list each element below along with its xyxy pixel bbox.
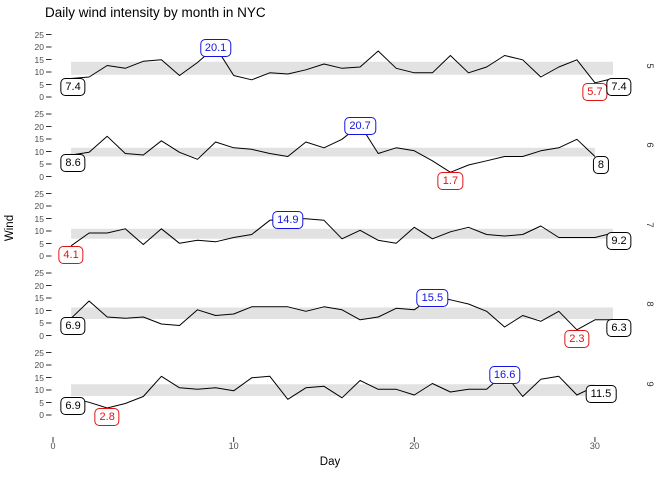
facet-strip-label-june: 6 bbox=[644, 142, 655, 148]
y-tick-label-august-0: 0 bbox=[39, 330, 44, 341]
y-tick-label-september-25: 25 bbox=[34, 347, 44, 358]
y-tick-label-september-20: 20 bbox=[34, 360, 44, 370]
y-tick-label-june-0: 0 bbox=[39, 171, 44, 182]
y-tick-label-september-0: 0 bbox=[39, 410, 44, 420]
facet-strip-label-may: 5 bbox=[644, 63, 655, 69]
label-max-value-august: 15.5 bbox=[416, 288, 449, 307]
wind-line-august bbox=[70, 296, 613, 331]
y-tick-label-june-10: 10 bbox=[34, 146, 44, 157]
label-last-value-august: 6.3 bbox=[606, 318, 632, 337]
y-tick-label-august-5: 5 bbox=[39, 318, 44, 328]
facet-strip-label-september: 9 bbox=[644, 381, 655, 387]
label-first-value-may: 7.4 bbox=[60, 77, 86, 96]
y-tick-label-june-5: 5 bbox=[39, 159, 44, 169]
y-tick-label-august-10: 10 bbox=[34, 305, 44, 316]
x-tick-label-10: 10 bbox=[228, 441, 239, 451]
x-axis-title: Day bbox=[319, 456, 341, 468]
y-tick-label-may-15: 15 bbox=[34, 54, 44, 65]
y-tick-label-may-0: 0 bbox=[39, 92, 44, 102]
label-min-value-september: 2.8 bbox=[94, 408, 120, 426]
label-max-value-june: 20.7 bbox=[344, 116, 376, 135]
iqr-band-june bbox=[71, 147, 595, 157]
label-last-value-june: 8 bbox=[592, 155, 609, 174]
facet-strip-label-july: 7 bbox=[644, 222, 655, 228]
wind-line-july bbox=[70, 218, 614, 247]
y-tick-label-may-25: 25 bbox=[34, 29, 44, 40]
x-tick-label-0: 0 bbox=[50, 441, 56, 451]
label-first-value-august: 6.9 bbox=[60, 317, 86, 336]
wind-line-may bbox=[71, 46, 614, 84]
wind-line-june bbox=[71, 124, 596, 173]
y-tick-label-july-25: 25 bbox=[34, 188, 44, 199]
label-max-value-september: 16.6 bbox=[488, 365, 521, 384]
y-tick-label-june-15: 15 bbox=[34, 134, 44, 144]
y-tick-label-september-5: 5 bbox=[39, 397, 44, 408]
y-tick-label-july-20: 20 bbox=[34, 201, 44, 211]
y-tick-label-september-15: 15 bbox=[34, 372, 44, 383]
iqr-band-august bbox=[71, 307, 614, 319]
x-tick-label-30: 30 bbox=[589, 441, 600, 451]
label-min-value-august: 2.3 bbox=[564, 329, 590, 348]
x-tick-label-20: 20 bbox=[409, 441, 420, 451]
y-tick-label-july-10: 10 bbox=[34, 226, 44, 236]
label-min-value-may: 5.7 bbox=[582, 82, 608, 101]
label-last-value-july: 9.2 bbox=[606, 232, 632, 250]
chart-title: Daily wind intensity by month in NYC bbox=[45, 5, 266, 20]
y-tick-label-june-25: 25 bbox=[34, 109, 44, 119]
label-last-value-may: 7.4 bbox=[606, 77, 632, 96]
iqr-band-september bbox=[71, 384, 595, 396]
iqr-band-july bbox=[71, 228, 614, 239]
y-tick-label-may-10: 10 bbox=[34, 67, 44, 77]
y-tick-label-may-5: 5 bbox=[39, 79, 44, 90]
label-last-value-september: 11.5 bbox=[585, 385, 617, 404]
y-tick-label-september-10: 10 bbox=[34, 385, 44, 395]
label-first-value-june: 8.6 bbox=[60, 154, 86, 172]
y-tick-label-july-5: 5 bbox=[39, 238, 44, 249]
y-tick-label-august-15: 15 bbox=[34, 293, 44, 303]
y-tick-label-july-0: 0 bbox=[39, 251, 44, 261]
label-min-value-june: 1.7 bbox=[437, 172, 464, 191]
y-tick-label-june-20: 20 bbox=[34, 121, 44, 132]
label-max-value-july: 14.9 bbox=[272, 210, 304, 229]
label-first-value-september: 6.9 bbox=[60, 396, 86, 415]
y-tick-label-may-20: 20 bbox=[34, 42, 44, 52]
y-tick-label-july-15: 15 bbox=[34, 213, 44, 224]
y-tick-label-august-25: 25 bbox=[34, 268, 44, 278]
y-tick-label-august-20: 20 bbox=[34, 280, 44, 291]
label-min-value-july: 4.1 bbox=[58, 245, 84, 264]
label-max-value-may: 20.1 bbox=[199, 38, 232, 57]
facet-strip-label-august: 8 bbox=[644, 301, 655, 307]
